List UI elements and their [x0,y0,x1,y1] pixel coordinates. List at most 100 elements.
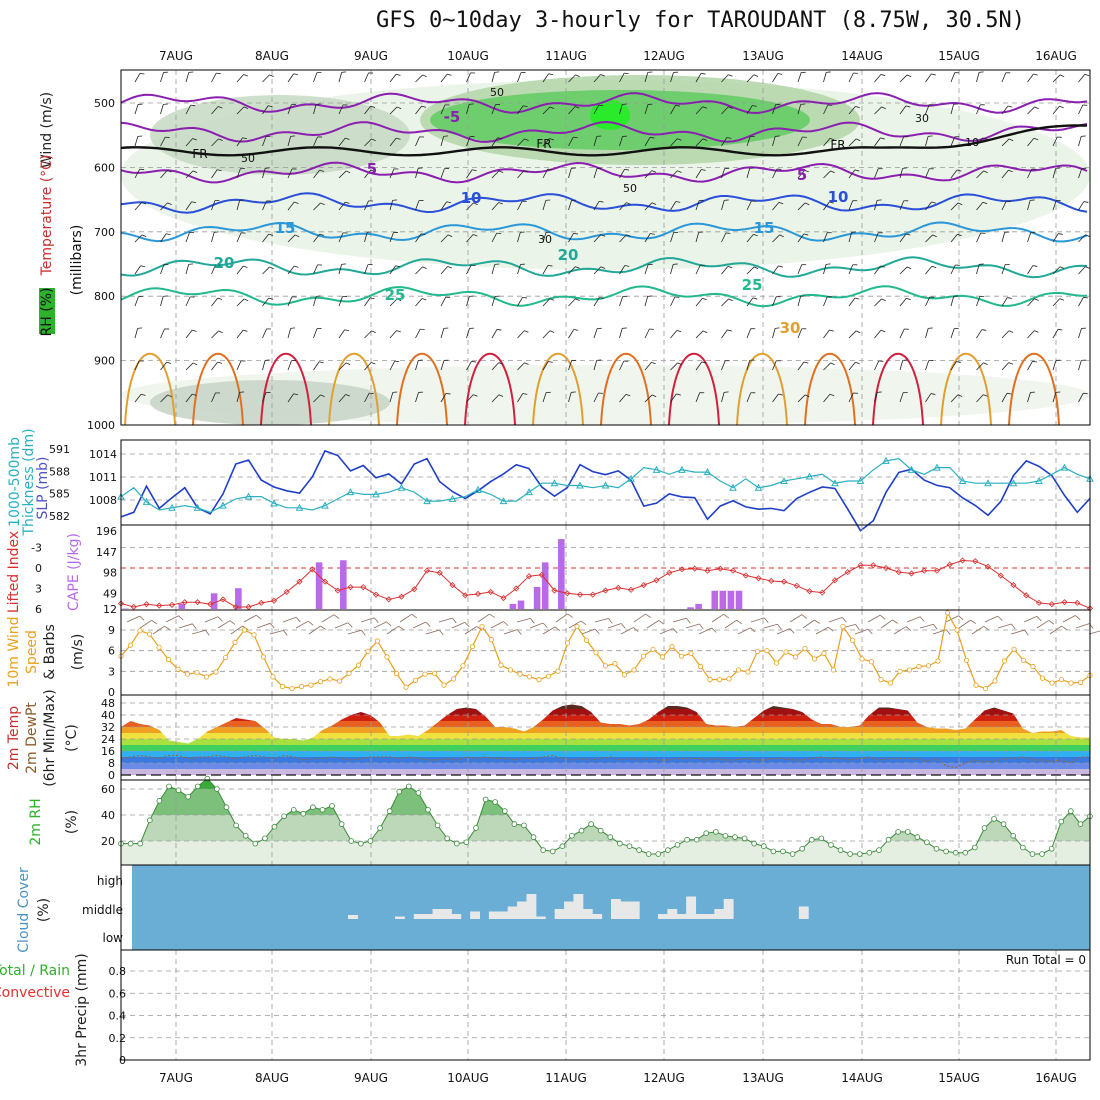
wind-speed-marker [811,656,818,662]
wind-barb [1010,629,1025,635]
lifted-index-marker [398,593,405,600]
wind-barb [320,394,325,397]
wind-barb [530,618,535,624]
wind-barb [823,104,829,115]
lifted-index-marker [372,591,380,598]
wind-barb [658,620,665,625]
wind-barb [542,622,548,628]
wind-barb [491,170,500,179]
thickness-marker [652,465,661,473]
wind-barb [736,619,743,625]
rh-marker [866,849,873,856]
lifted-index-marker [959,557,966,564]
wind-barb [723,613,730,619]
lifted-index-marker [921,567,928,574]
wind-barb [925,136,929,147]
thickness-marker [1035,476,1043,485]
wind-barb [192,623,197,629]
rh-marker [808,836,815,843]
thickness-marker [372,490,380,498]
temperature-contour [328,352,380,426]
wind-barb [695,232,700,243]
wind-barb [772,202,780,211]
wind-barb [389,392,394,403]
wind-barb [881,106,886,110]
wind-barb [394,360,400,363]
lifted-index-marker [844,569,851,576]
wind-barb [524,362,529,365]
rh-marker [444,835,450,842]
wind-barb [976,202,984,211]
cloud-middle-bar [451,914,462,919]
wind-barb [957,202,963,206]
wind-barb [645,613,651,618]
wind-barb [778,393,783,396]
wind-barb [855,138,861,142]
wind-barb [440,296,447,307]
wind-barb [1048,620,1055,625]
cloud-middle-bar [573,894,584,919]
temperature-contour-label: 20 [214,254,235,272]
wind-barb [370,297,375,300]
axis-label-minmax: (6hr Min/Max) [42,689,58,786]
wind-barb [874,265,881,275]
wind-barb [881,298,886,302]
wind-speed-marker [764,648,770,654]
wind-barb [140,265,146,268]
wind-barb [217,297,223,300]
cloud-middle-bar [554,909,565,919]
rh-marker [262,835,268,842]
wind-speed-marker [887,680,894,686]
wind-barb [338,264,342,275]
wind-barb [1052,329,1059,339]
rh-marker [329,803,335,809]
rh-marker [837,847,844,853]
wind-barb [389,360,396,371]
wind-speed-marker [612,661,618,667]
wind-barb [789,614,803,623]
wind-barb [848,297,856,307]
wind-barb [192,170,198,173]
wind-barb [772,360,777,371]
temp-tick: 32 [101,721,115,734]
lifted-index-marker [219,596,227,603]
wind-barb [313,328,318,339]
wind-barb [489,613,495,618]
rh-marker [1039,851,1045,857]
precip-tick: 0.6 [109,987,127,1000]
date-label-bottom: 9AUG [354,1071,388,1085]
wind-barb [205,630,210,636]
wind-barb [746,360,750,371]
wind-barb [542,298,551,307]
wind-barb [1052,360,1057,371]
wind-speed-marker [897,668,903,674]
wind-barb [345,362,351,365]
wind-barb [160,104,164,115]
wind-speed-marker [735,667,742,673]
wind-barb [517,170,525,179]
wind-barb [925,73,932,83]
wind-barb [438,617,453,623]
wind-barb [721,137,728,147]
cloud-level-low: low [103,931,124,945]
slp-tick: 1008 [89,494,117,507]
rh-marker [924,839,930,846]
wind-speed-marker [460,663,466,669]
lifted-index-marker [857,562,864,569]
wind-barb [823,394,831,403]
wind-barb [950,361,957,371]
lifted-index-marker [423,567,431,574]
wind-barb [619,265,626,275]
wind-barb [236,360,242,371]
wind-barb [268,233,274,236]
lifted-index-marker [309,566,316,573]
wind-barb [772,168,778,179]
wind-barb [466,296,470,307]
thickness-marker [295,503,304,511]
li-tick: 6 [35,603,42,616]
wind-barb [702,106,708,109]
rh-marker [521,822,527,829]
wind-barb [338,72,343,83]
wind-barb [517,264,521,275]
cloud-middle-bar [564,901,574,919]
